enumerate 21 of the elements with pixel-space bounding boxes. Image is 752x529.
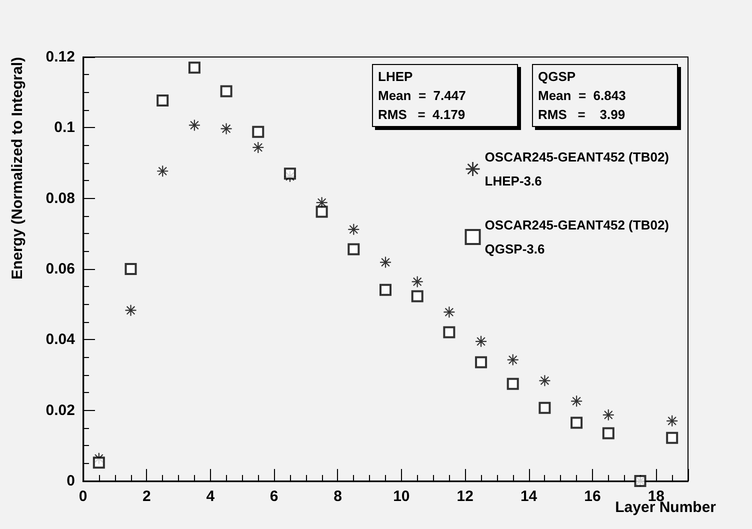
y-tick-label: 0 xyxy=(66,472,75,490)
x-tick-label: 14 xyxy=(520,488,538,505)
legend-label: OSCAR245-GEANT452 (TB02) QGSP-3.6 xyxy=(484,218,670,256)
y-tick-label: 0.06 xyxy=(46,260,75,278)
x-tick-label: 6 xyxy=(270,488,278,505)
y-tick-label: 0.02 xyxy=(46,402,75,419)
y-tick-label: 0.08 xyxy=(46,190,75,207)
x-tick-label: 16 xyxy=(584,488,601,505)
y-axis-title: Energy (Normalized to Integral) xyxy=(9,57,26,280)
x-tick-label: 4 xyxy=(206,488,216,505)
x-tick-label: 2 xyxy=(142,488,151,505)
stats-box: LHEP Mean = 7.447 RMS = 4.179 xyxy=(372,64,518,127)
stats-box: QGSP Mean = 6.843 RMS = 3.99 xyxy=(532,64,678,127)
x-tick-label: 8 xyxy=(334,488,342,505)
x-tick-label: 12 xyxy=(456,488,474,505)
y-tick-label: 0.12 xyxy=(46,48,75,66)
y-tick-label: 0.1 xyxy=(54,119,75,136)
legend-label: OSCAR245-GEANT452 (TB02) LHEP-3.6 xyxy=(484,150,670,188)
y-tick-label: 0.04 xyxy=(46,331,76,348)
x-tick-label: 0 xyxy=(78,488,88,505)
x-tick-label: 10 xyxy=(393,488,410,505)
